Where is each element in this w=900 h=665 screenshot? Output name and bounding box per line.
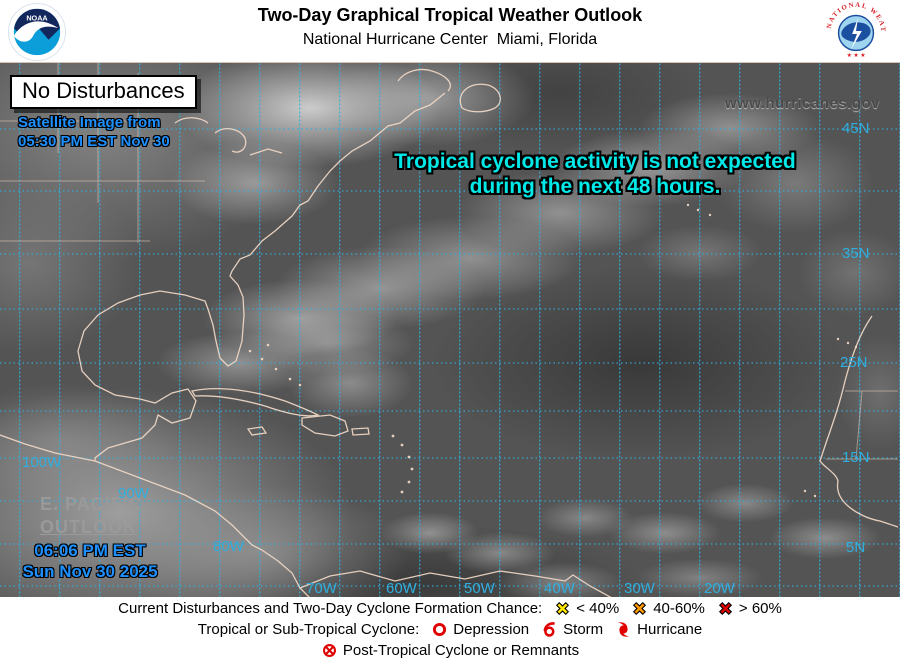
timestamp-line2: Sun Nov 30 2025 — [22, 562, 158, 581]
epac-link-line1[interactable]: E. PACIFIC — [40, 494, 143, 514]
x-red-icon — [718, 601, 732, 615]
lon-label-20w: 20W — [704, 580, 735, 597]
noaa-logo-text: NOAA — [26, 13, 48, 22]
map-overlay-graphics — [0, 63, 900, 597]
lon-label-30w: 30W — [624, 580, 655, 597]
x-orange-icon — [633, 601, 647, 615]
hurricanes-gov-link[interactable]: www.hurricanes.gov — [724, 95, 880, 112]
lon-label-50w: 50W — [464, 580, 495, 597]
longitude-gridlines — [0, 63, 900, 597]
outlook-message: Tropical cyclone activity is not expecte… — [245, 149, 900, 199]
legend-row-post-tropical: Post-Tropical Cyclone or Remnants — [0, 640, 900, 660]
legend-item-storm: Storm — [541, 621, 603, 638]
legend-row-formation-chance: Current Disturbances and Two-Day Cyclone… — [0, 598, 900, 618]
lat-label-5n: 5N — [846, 539, 866, 556]
outlook-message-line1: Tropical cyclone activity is not expecte… — [394, 150, 796, 173]
satellite-caption-line2: 05:30 PM EST Nov 30 — [18, 133, 170, 150]
post-tropical-icon — [322, 643, 336, 657]
lat-label-35n: 35N — [842, 245, 870, 262]
latitude-gridlines — [0, 128, 900, 587]
legend-item-high-chance: > 60% — [717, 600, 782, 617]
lat-label-15n: 15N — [842, 449, 870, 466]
coastlines — [0, 68, 899, 597]
nws-logo-stars: ★ ★ ★ — [847, 52, 866, 59]
lon-label-70w: 70W — [306, 580, 337, 597]
legend-depression-label: Depression — [453, 620, 530, 638]
lat-label-25n: 25N — [840, 354, 868, 371]
satellite-map[interactable]: No Disturbances Satellite Image from 05:… — [0, 62, 900, 597]
legend-storm-label: Storm — [563, 620, 604, 638]
satellite-caption: Satellite Image from 05:30 PM EST Nov 30 — [18, 113, 170, 151]
noaa-logo: NOAA — [8, 3, 66, 61]
timestamp-line1: 06:06 PM EST — [34, 541, 146, 560]
depression-icon — [433, 622, 447, 636]
status-badge-no-disturbances: No Disturbances — [10, 75, 197, 109]
legend-item-post-tropical: Post-Tropical Cyclone or Remnants — [321, 642, 579, 659]
nws-logo: NATIONAL WEATHER SERVICE ★ ★ ★ — [825, 1, 887, 63]
issuance-timestamp: 06:06 PM EST Sun Nov 30 2025 — [10, 540, 170, 582]
outlook-message-line2: during the next 48 hours. — [469, 175, 721, 198]
lon-label-40w: 40W — [544, 580, 575, 597]
legend-medium-chance-label: 40-60% — [653, 599, 705, 617]
legend-item-medium-chance: 40-60% — [631, 600, 705, 617]
small-islands — [248, 203, 858, 498]
legend-row-cyclone-types: Tropical or Sub-Tropical Cyclone: Depres… — [0, 619, 900, 639]
lon-label-90w: 90W — [118, 485, 149, 502]
east-pacific-outlook-link[interactable]: E. PACIFIC OUTLOOK — [40, 493, 143, 539]
epac-link-line2[interactable]: OUTLOOK — [40, 517, 137, 537]
lon-label-60w: 60W — [386, 580, 417, 597]
lon-label-80w: 80W — [213, 538, 244, 555]
x-yellow-icon — [556, 601, 570, 615]
lat-label-45n: 45N — [842, 120, 870, 137]
header: NOAA Two-Day Graphical Tropical Weather … — [0, 0, 900, 63]
legend: Current Disturbances and Two-Day Cyclone… — [0, 597, 900, 665]
legend-post-tropical-label: Post-Tropical Cyclone or Remnants — [342, 641, 580, 659]
satellite-caption-line1: Satellite Image from — [18, 114, 161, 131]
legend-hurricane-label: Hurricane — [637, 620, 703, 638]
hurricane-icon — [618, 621, 630, 637]
legend-item-hurricane: Hurricane — [615, 621, 702, 638]
legend-item-low-chance: < 40% — [554, 600, 619, 617]
legend-row2-label: Tropical or Sub-Tropical Cyclone: — [197, 620, 420, 638]
lon-label-100w: 100W — [22, 454, 62, 471]
legend-row1-label: Current Disturbances and Two-Day Cyclone… — [118, 599, 543, 617]
legend-high-chance-label: > 60% — [738, 599, 782, 617]
storm-icon — [543, 621, 555, 637]
page-subtitle: National Hurricane Center Miami, Florida — [302, 31, 598, 48]
legend-item-depression: Depression — [431, 621, 529, 638]
header-titles: Two-Day Graphical Tropical Weather Outlo… — [0, 5, 900, 49]
legend-low-chance-label: < 40% — [576, 599, 620, 617]
page-title: Two-Day Graphical Tropical Weather Outlo… — [257, 5, 643, 25]
